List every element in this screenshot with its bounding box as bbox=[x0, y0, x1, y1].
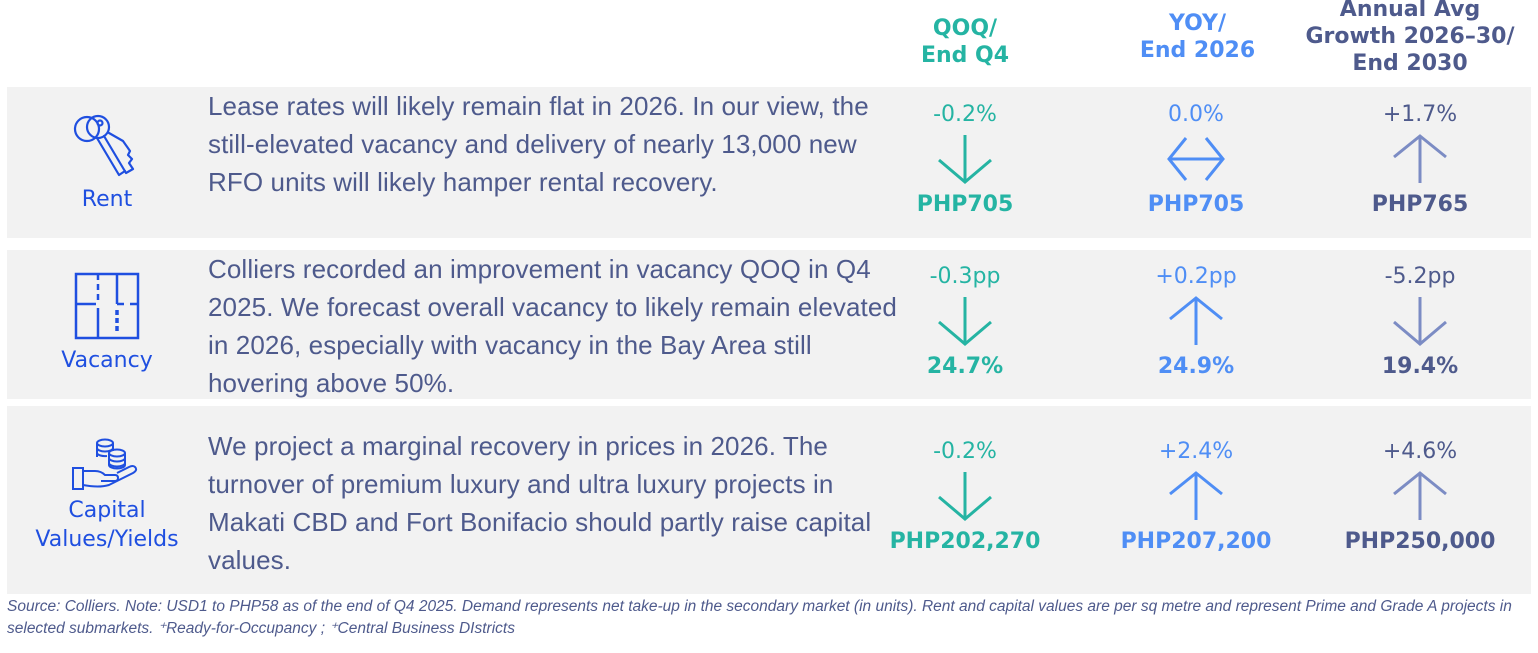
yoy-metric: +2.4% PHP207,200 bbox=[1096, 438, 1296, 556]
annual-metric: -5.2pp 19.4% bbox=[1320, 263, 1520, 381]
header-annual: Annual Avg Growth 2026–30/ End 2030 bbox=[1290, 0, 1530, 77]
category-label: Vacancy bbox=[61, 348, 153, 373]
row-description: Colliers recorded an improvement in vaca… bbox=[208, 254, 897, 398]
row-description: Lease rates will likely remain flat in 2… bbox=[208, 91, 869, 197]
coins-hand-icon bbox=[72, 438, 138, 490]
arrow-down-icon bbox=[938, 472, 992, 521]
category-capital-values: Capital Values/Yields bbox=[7, 438, 207, 554]
annual-change: +4.6% bbox=[1382, 439, 1458, 464]
floor-plan-icon bbox=[74, 272, 140, 340]
arrow-up-icon bbox=[1393, 471, 1447, 520]
source-footnote: Source: Colliers. Note: USD1 to PHP58 as… bbox=[7, 598, 1512, 637]
yoy-change: 0.0% bbox=[1168, 102, 1224, 127]
yoy-metric: 0.0% PHP705 bbox=[1096, 101, 1296, 219]
arrow-left-right-icon bbox=[1167, 137, 1225, 181]
annual-metric: +4.6% PHP250,000 bbox=[1320, 438, 1520, 556]
header-annual-line3: End 2030 bbox=[1352, 51, 1468, 76]
header-annual-line1: Annual Avg bbox=[1339, 0, 1481, 22]
qoq-metric: -0.3pp 24.7% bbox=[865, 263, 1065, 381]
keys-icon bbox=[73, 114, 135, 177]
yoy-level: PHP207,200 bbox=[1120, 529, 1272, 554]
arrow-up-icon bbox=[1169, 296, 1223, 345]
row-capital-values: Capital Values/Yields We project a margi… bbox=[7, 406, 1531, 594]
header-yoy-line2: End 2026 bbox=[1139, 38, 1256, 63]
row-vacancy: Vacancy Colliers recorded an improvement… bbox=[7, 250, 1531, 399]
qoq-level: PHP202,270 bbox=[889, 529, 1041, 554]
category-rent: Rent bbox=[7, 111, 207, 214]
header-annual-line2: Growth 2026–30/ bbox=[1305, 24, 1515, 49]
arrow-down-icon bbox=[1393, 297, 1447, 346]
header-yoy: YOY/ End 2026 bbox=[1125, 10, 1270, 64]
header-yoy-line1: YOY/ bbox=[1168, 11, 1227, 36]
qoq-metric: -0.2% PHP202,270 bbox=[865, 438, 1065, 556]
annual-metric: +1.7% PHP765 bbox=[1320, 101, 1520, 219]
category-label: Capital Values/Yields bbox=[35, 498, 179, 552]
yoy-level: 24.9% bbox=[1157, 354, 1235, 379]
arrow-down-icon bbox=[938, 297, 992, 346]
header-qoq-line1: QOQ/ bbox=[932, 16, 998, 41]
row-description: We project a marginal recovery in prices… bbox=[208, 431, 872, 575]
arrow-up-icon bbox=[1393, 134, 1447, 183]
qoq-change: -0.2% bbox=[933, 439, 997, 464]
qoq-change: -0.3pp bbox=[929, 264, 1001, 289]
yoy-change: +2.4% bbox=[1158, 439, 1234, 464]
yoy-level: PHP705 bbox=[1147, 192, 1245, 217]
annual-change: +1.7% bbox=[1382, 102, 1458, 127]
category-vacancy: Vacancy bbox=[7, 272, 207, 375]
annual-level: 19.4% bbox=[1381, 354, 1459, 379]
yoy-change: +0.2pp bbox=[1155, 264, 1237, 289]
category-label: Rent bbox=[81, 187, 133, 212]
annual-level: PHP250,000 bbox=[1344, 529, 1496, 554]
qoq-level: PHP705 bbox=[916, 192, 1014, 217]
qoq-level: 24.7% bbox=[926, 354, 1004, 379]
qoq-change: -0.2% bbox=[933, 102, 997, 127]
row-rent: Rent Lease rates will likely remain flat… bbox=[7, 87, 1531, 238]
qoq-metric: -0.2% PHP705 bbox=[865, 101, 1065, 219]
annual-change: -5.2pp bbox=[1384, 264, 1456, 289]
header-qoq: QOQ/ End Q4 bbox=[900, 15, 1030, 69]
arrow-up-icon bbox=[1169, 471, 1223, 520]
arrow-down-icon bbox=[938, 135, 992, 184]
yoy-metric: +0.2pp 24.9% bbox=[1096, 263, 1296, 381]
annual-level: PHP765 bbox=[1371, 192, 1469, 217]
header-qoq-line2: End Q4 bbox=[920, 43, 1010, 68]
